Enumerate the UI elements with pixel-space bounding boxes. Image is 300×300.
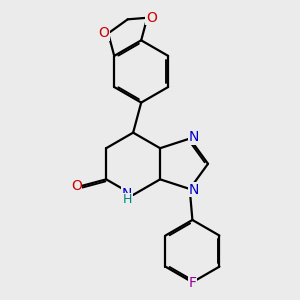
Text: O: O [146,11,157,25]
Text: N: N [122,187,132,201]
Text: N: N [189,183,200,196]
Text: O: O [98,26,110,40]
Text: H: H [123,193,132,206]
Text: F: F [188,276,196,290]
Text: O: O [71,178,82,193]
Text: N: N [189,130,200,144]
